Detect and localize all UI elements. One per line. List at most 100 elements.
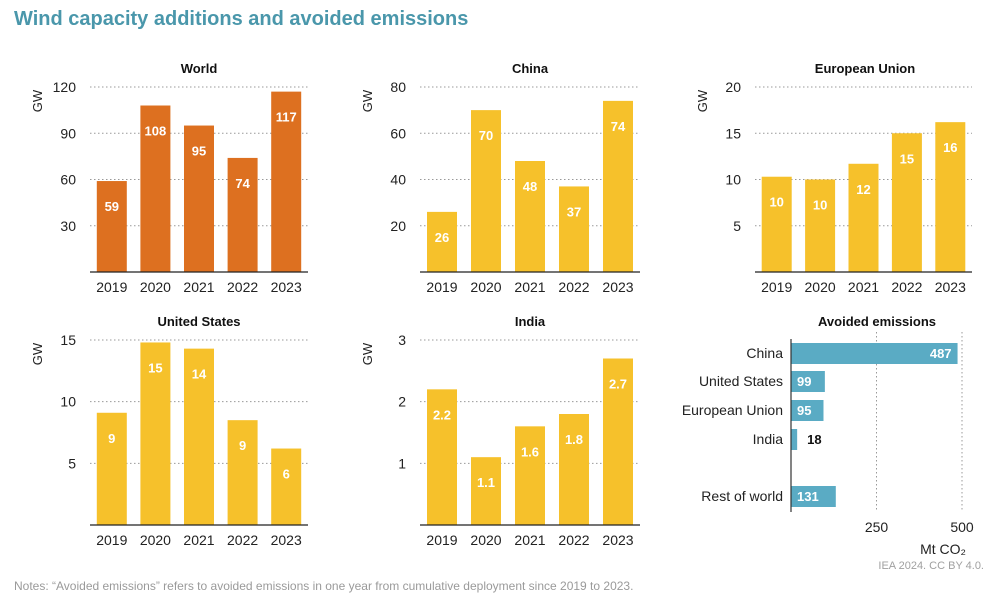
main-title: Wind capacity additions and avoided emis… (14, 8, 469, 30)
y-tick-label: 15 (60, 332, 76, 348)
credit: IEA 2024. CC BY 4.0. (878, 560, 984, 572)
x-axis-label: Mt CO₂ (920, 541, 966, 557)
data-label: 2.7 (609, 377, 627, 392)
panel-title: China (512, 61, 549, 76)
category-label: European Union (682, 402, 783, 418)
x-tick-label: 500 (950, 519, 974, 535)
data-label: 9 (108, 431, 115, 446)
y-tick-label: 60 (390, 125, 406, 141)
x-tick-label: 2020 (140, 532, 171, 548)
data-label: 487 (930, 346, 952, 361)
data-label: 108 (145, 124, 167, 139)
bar (140, 342, 171, 525)
x-tick-label: 2020 (805, 279, 836, 295)
y-axis-label: GW (360, 89, 375, 112)
y-tick-label: 15 (725, 125, 741, 141)
bar (791, 371, 825, 392)
data-label: 1.6 (521, 444, 539, 459)
bar (471, 457, 501, 525)
bar (427, 211, 457, 272)
x-tick-label: 2019 (96, 279, 127, 295)
x-tick-label: 2023 (602, 279, 633, 295)
panel-title: India (515, 314, 546, 329)
x-tick-label: 2023 (602, 532, 633, 548)
x-tick-label: 2020 (140, 279, 171, 295)
x-tick-label: 2022 (227, 532, 258, 548)
bar (427, 389, 457, 525)
y-tick-label: 10 (60, 394, 76, 410)
x-tick-label: 2023 (935, 279, 966, 295)
bar (848, 163, 879, 272)
category-label: China (746, 345, 783, 361)
data-label: 117 (276, 110, 297, 125)
data-label: 59 (105, 199, 119, 214)
bar (271, 448, 302, 525)
data-label: 26 (435, 230, 449, 245)
bar (96, 181, 127, 272)
x-tick-label: 2022 (558, 279, 589, 295)
y-axis-label: GW (30, 89, 45, 112)
data-label: 74 (611, 119, 626, 134)
y-tick-label: 40 (390, 172, 406, 188)
data-label: 95 (192, 144, 206, 159)
y-tick-label: 20 (390, 218, 406, 234)
bar (791, 429, 798, 450)
data-label: 95 (797, 403, 811, 418)
bar (227, 157, 258, 272)
bar (140, 105, 171, 272)
bar (791, 343, 958, 364)
bar (791, 486, 836, 507)
data-label: 1.8 (565, 432, 583, 447)
data-label: 16 (943, 140, 957, 155)
x-tick-label: 2020 (470, 279, 501, 295)
data-label: 70 (479, 128, 493, 143)
x-tick-label: 2019 (426, 532, 457, 548)
data-label: 37 (567, 204, 581, 219)
data-label: 6 (283, 467, 290, 482)
x-tick-label: 2023 (271, 532, 302, 548)
x-tick-label: 2021 (514, 532, 545, 548)
y-tick-label: 20 (725, 79, 741, 95)
panel-title: European Union (815, 61, 915, 76)
x-tick-label: 2022 (227, 279, 258, 295)
data-label: 9 (239, 438, 246, 453)
bar (603, 358, 633, 525)
notes: Notes: “Avoided emissions” refers to avo… (14, 579, 634, 593)
y-tick-label: 30 (60, 218, 76, 234)
y-axis-label: GW (360, 342, 375, 365)
data-label: 1.1 (477, 475, 495, 490)
bar (559, 414, 589, 525)
data-label: 48 (523, 179, 537, 194)
x-tick-label: 2021 (848, 279, 879, 295)
data-label: 12 (856, 182, 870, 197)
bar (227, 420, 258, 525)
category-label: India (753, 431, 784, 447)
bar (791, 400, 824, 421)
data-label: 14 (192, 367, 207, 382)
x-tick-label: 2023 (271, 279, 302, 295)
y-tick-label: 1 (398, 455, 406, 471)
bar (184, 125, 214, 273)
x-tick-label: 2022 (891, 279, 922, 295)
y-tick-label: 80 (390, 79, 406, 95)
x-tick-label: 250 (865, 519, 889, 535)
x-tick-label: 2021 (514, 279, 545, 295)
y-tick-label: 2 (398, 394, 406, 410)
bar (271, 91, 302, 272)
data-label: 74 (235, 176, 250, 191)
bar (515, 161, 545, 272)
bar (559, 186, 589, 272)
x-tick-label: 2021 (183, 279, 214, 295)
category-label: Rest of world (701, 488, 783, 504)
x-tick-label: 2019 (426, 279, 457, 295)
bar (184, 348, 214, 525)
x-tick-label: 2019 (761, 279, 792, 295)
category-label: United States (699, 373, 783, 389)
y-axis-label: GW (30, 342, 45, 365)
x-tick-label: 2021 (183, 532, 214, 548)
bar (761, 176, 792, 272)
bar (471, 110, 501, 272)
y-axis-label: GW (695, 89, 710, 112)
bar (515, 426, 545, 525)
